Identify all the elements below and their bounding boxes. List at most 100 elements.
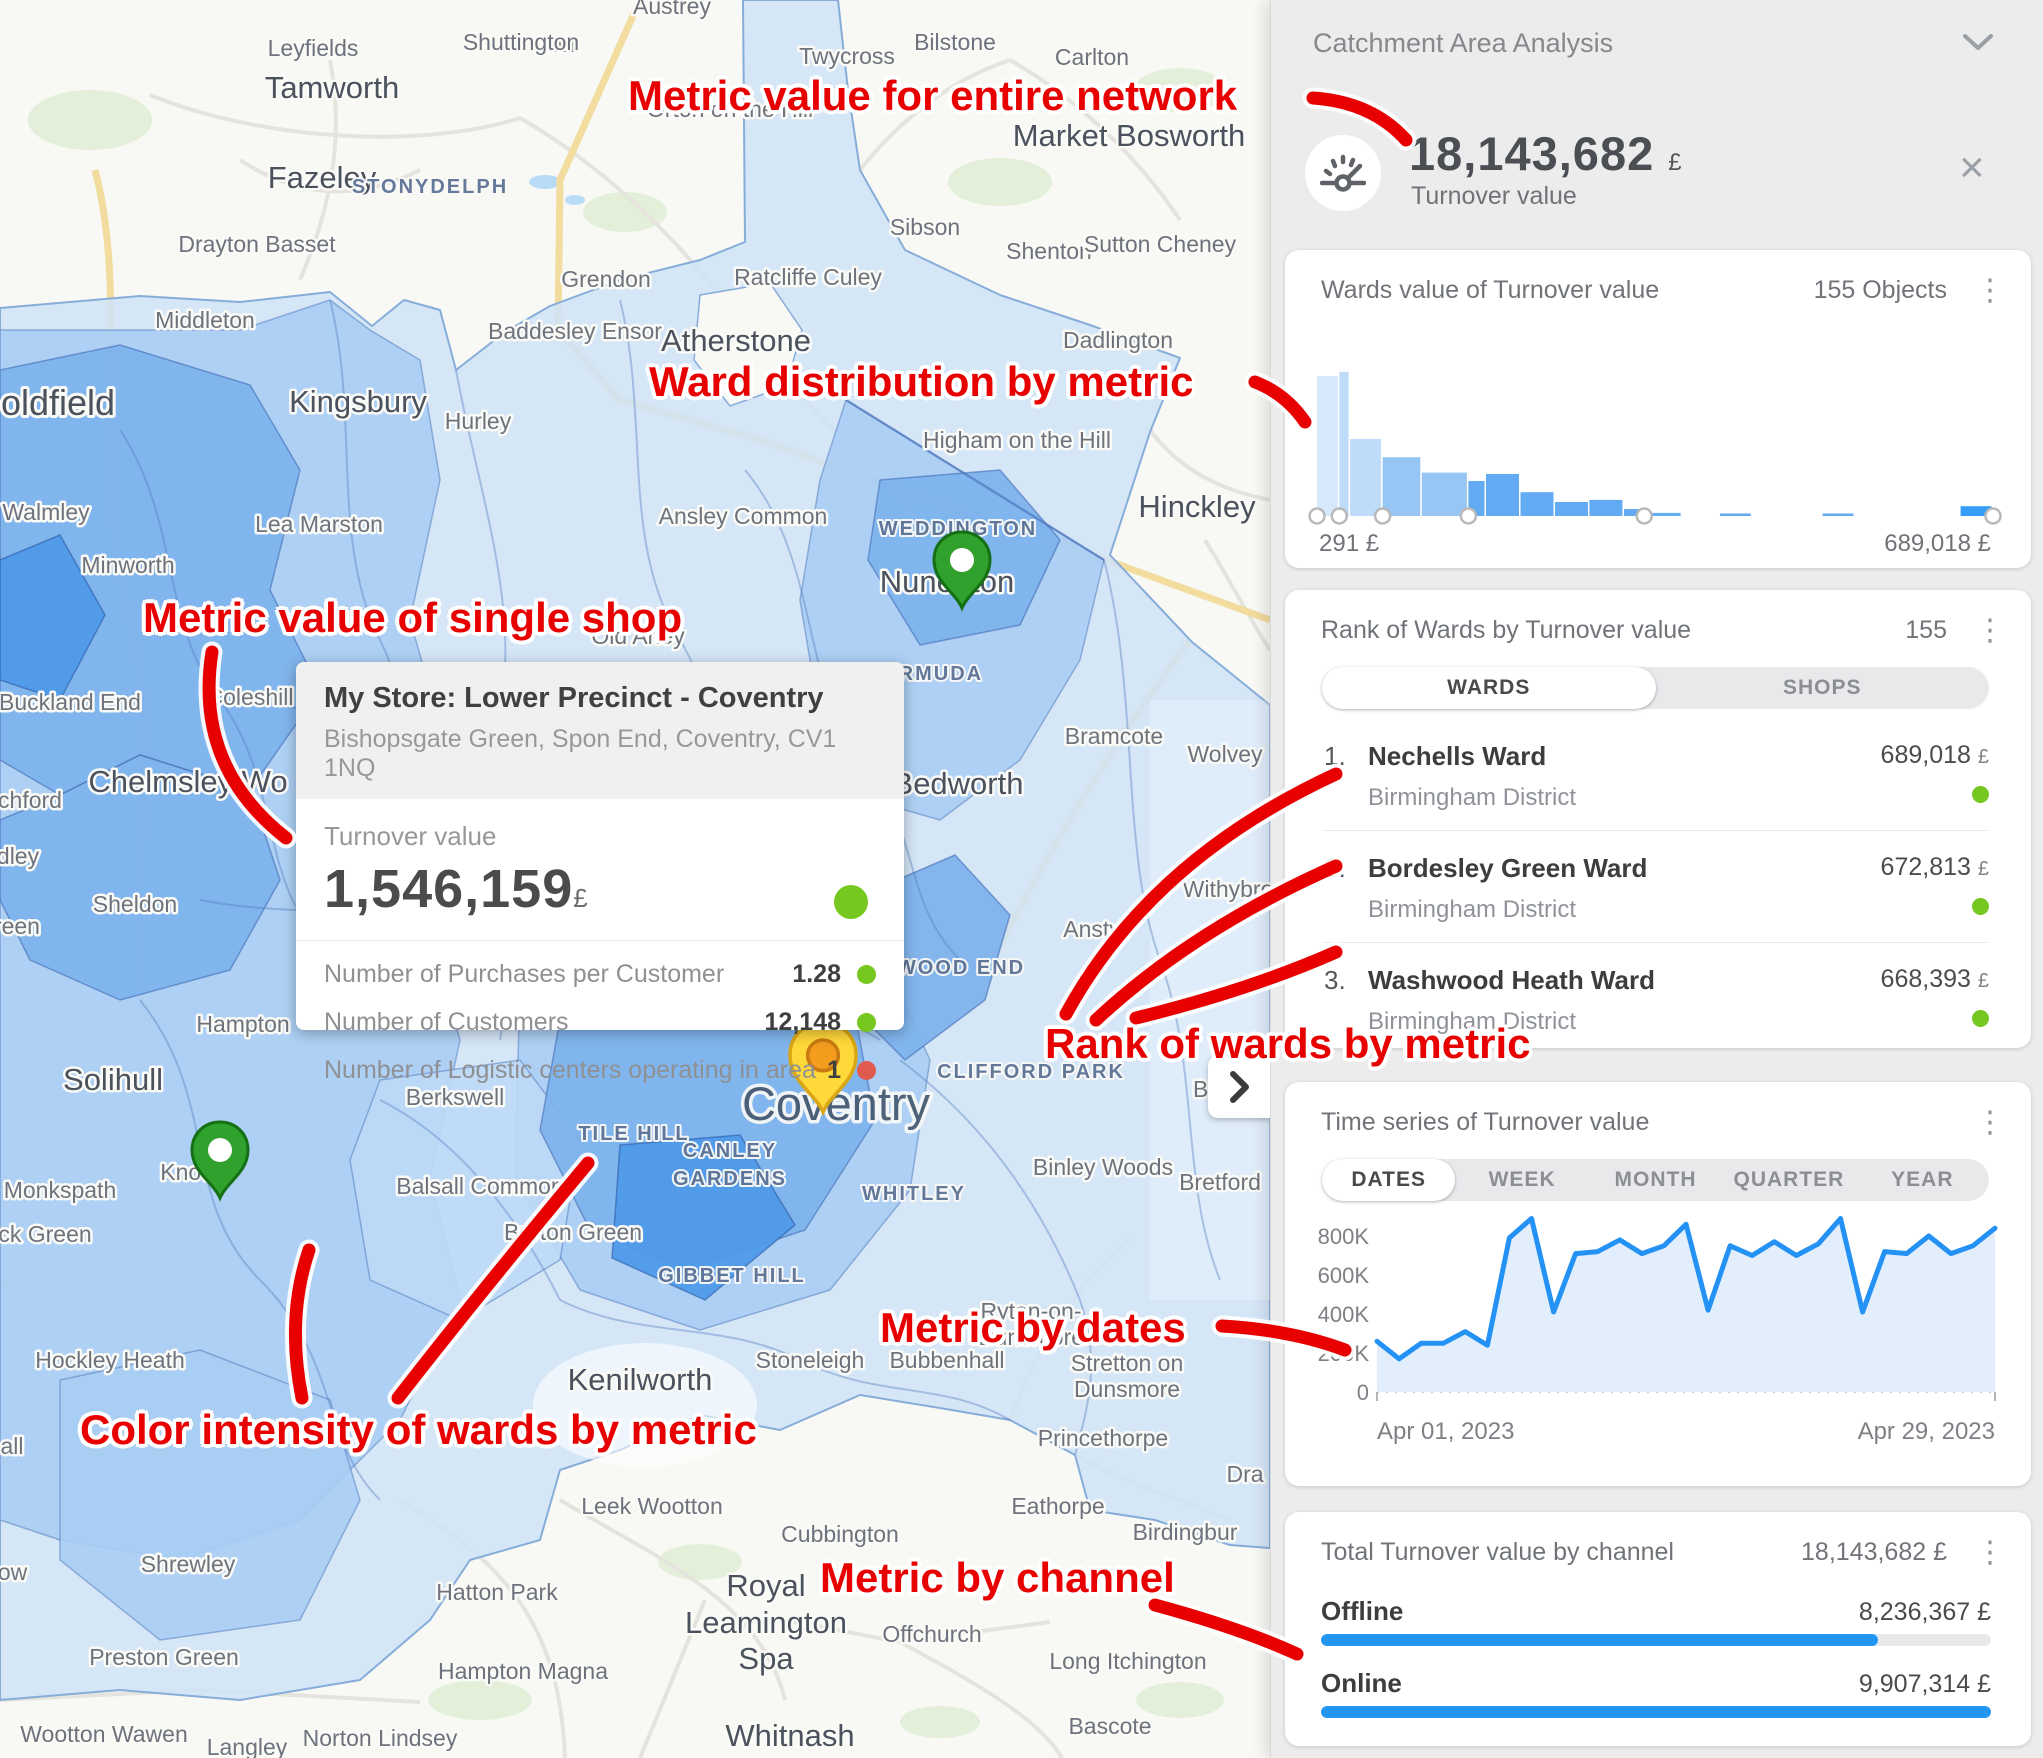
map-canvas[interactable]: Austrey on Leyfields Shuttington Twycross Bil…: [0, 0, 1270, 1758]
timeseries-line: [1374, 1216, 1998, 1362]
histogram-bar: [1486, 474, 1519, 516]
x-axis-start-label: Apr 01, 2023: [1377, 1418, 1515, 1445]
map-label: Stoneleigh: [756, 1347, 865, 1373]
map-label: Ryton-on-: [981, 1298, 1082, 1324]
map-label: Higham on the Hill: [923, 427, 1111, 453]
map-label: Dadlington: [1063, 327, 1173, 353]
histogram-range-handle[interactable]: [1459, 507, 1478, 525]
metric-row-label: Number of Purchases per Customer: [324, 960, 725, 988]
metric-row-label: Number of Logistic centers operating in …: [324, 1056, 816, 1084]
map-label: Fazeley: [268, 160, 377, 195]
map-label: Hurley: [445, 408, 512, 434]
status-dot: [1972, 786, 1989, 803]
status-dot: [857, 1013, 876, 1032]
map-label: Hinckley: [1138, 489, 1256, 524]
timeseries-chart[interactable]: Apr 01, 2023 Apr 29, 2023 800K 600K 400K 20…: [1317, 1202, 1998, 1462]
timeseries-area: [1377, 1218, 1995, 1392]
map-label: Hockley Heath: [35, 1347, 185, 1373]
rank-row-1[interactable]: 1. Nechells Ward Birmingham District 689…: [1322, 719, 1989, 831]
map-label: WOOD END: [897, 957, 1025, 979]
map-label: Withybro: [1183, 876, 1270, 902]
histogram-range-handle[interactable]: [1635, 507, 1653, 525]
chevron-down-icon[interactable]: [1961, 32, 1995, 57]
store-pin[interactable]: [932, 530, 992, 612]
tab-dates[interactable]: DATES: [1322, 1159, 1456, 1201]
tab-quarter[interactable]: QUARTER: [1733, 1168, 1845, 1191]
rank-row-2[interactable]: 2. Bordesley Green Ward Birmingham Distr…: [1322, 831, 1989, 943]
map-label: Kingsbury: [289, 384, 427, 419]
histogram-bar: [1822, 513, 1854, 516]
map-label: Leyfields: [268, 35, 359, 61]
histogram-range-handle[interactable]: [1984, 507, 2002, 525]
my-store-pin[interactable]: [788, 1020, 858, 1117]
histogram-bar: [1644, 512, 1681, 516]
wards-darkest[interactable]: [0, 534, 796, 1301]
histogram-range-handle[interactable]: [1330, 507, 1349, 525]
rank-tabs: WARDS SHOPS: [1322, 667, 1989, 709]
map-label: Bubbenhall: [889, 1347, 1004, 1373]
panel-title: Catchment Area Analysis: [1313, 28, 1614, 58]
map-label: Preston Green: [89, 1644, 239, 1670]
histogram-bar: [1555, 502, 1588, 516]
status-dot: [1972, 1010, 1989, 1027]
store-pin[interactable]: [190, 1120, 250, 1202]
map-label: Birdingbur: [1133, 1519, 1238, 1545]
store-address: Bishopsgate Green, Spon End, Coventry, C…: [324, 725, 837, 782]
rank-row-3[interactable]: 3. Washwood Heath Ward Birmingham Distri…: [1324, 965, 1989, 1035]
non-catchment-hole: [693, 282, 803, 407]
store-title: My Store: Lower Precinct - Coventry: [324, 682, 824, 714]
kebab-menu-icon[interactable]: ⋮: [1975, 273, 2005, 307]
map-label: Leamington: [685, 1605, 847, 1640]
map-label: Spa: [738, 1641, 794, 1676]
map-label: Baddesley Ensor: [488, 318, 662, 344]
close-icon[interactable]: ×: [1959, 143, 1985, 192]
map-label: Langley: [207, 1734, 288, 1758]
histogram-max-label: 689,018 £: [1884, 530, 1991, 557]
catchment-analysis-panel: Catchment Area Analysis 18,143,682 £ Tur…: [1270, 0, 2043, 1758]
map-label: dley: [0, 843, 40, 869]
tab-wards[interactable]: WARDS: [1322, 667, 1656, 709]
map-label: Shenton: [1006, 238, 1092, 264]
tab-month[interactable]: MONTH: [1614, 1168, 1697, 1191]
metric-row-value: 1.28: [792, 960, 841, 988]
timeseries-card: Time series of Turnover value ⋮ DATES WEE…: [1285, 1082, 2031, 1486]
map-label: Drayton Basset: [178, 231, 336, 257]
store-metric-label: Turnover value: [324, 821, 497, 851]
network-metric-value: 18,143,682 £: [1409, 127, 1683, 180]
kebab-menu-icon[interactable]: ⋮: [1975, 1535, 2005, 1569]
map-labels: Austrey on Leyfields Shuttington Twycross Bil…: [0, 0, 1270, 1758]
tab-shops[interactable]: SHOPS: [1782, 676, 1862, 699]
histogram-chart[interactable]: [1308, 366, 2002, 541]
map-label: Bascote: [1068, 1713, 1151, 1739]
map-label: Sutton Cheney: [1084, 231, 1237, 257]
tab-week[interactable]: WEEK: [1488, 1168, 1556, 1191]
histogram-bar: [1339, 371, 1349, 516]
map-label: Middleton: [155, 307, 255, 333]
panel-collapse-button[interactable]: [1208, 1056, 1270, 1118]
map-label: Lea Marston: [255, 511, 383, 537]
map-label: Solihull: [63, 1062, 163, 1097]
map-label: Bramcote: [1065, 723, 1163, 749]
kebab-menu-icon[interactable]: ⋮: [1975, 613, 2005, 647]
kebab-menu-icon[interactable]: ⋮: [1975, 1105, 2005, 1139]
tab-year[interactable]: YEAR: [1891, 1168, 1954, 1191]
map-label: Green: [0, 913, 40, 939]
map-label: ck Green: [0, 1221, 92, 1247]
histogram-range-handle[interactable]: [1373, 507, 1392, 525]
map-label: Cubbington: [781, 1521, 899, 1547]
map-label: Balsall Common: [396, 1173, 563, 1199]
map-label: STONYDELPH: [352, 176, 508, 198]
map-label: Minworth: [81, 552, 174, 578]
map-label: Walmley: [2, 499, 90, 525]
histogram-range-handle[interactable]: [1308, 507, 1326, 525]
rank-count: 155: [1905, 616, 1947, 644]
map-label: Offchurch: [882, 1621, 981, 1647]
map-label: Norton Lindsey: [303, 1725, 458, 1751]
channel-offline-bar: [1321, 1634, 1991, 1646]
network-metric-label: Turnover value: [1411, 182, 1577, 210]
map-label: Long Itchington: [1049, 1648, 1206, 1674]
histogram-bar: [1589, 499, 1623, 516]
map-wash: [1150, 700, 1270, 1300]
store-popup[interactable]: My Store: Lower Precinct - Coventry Bish…: [296, 662, 904, 1084]
channel-offline-label: Offline: [1321, 1596, 1404, 1626]
